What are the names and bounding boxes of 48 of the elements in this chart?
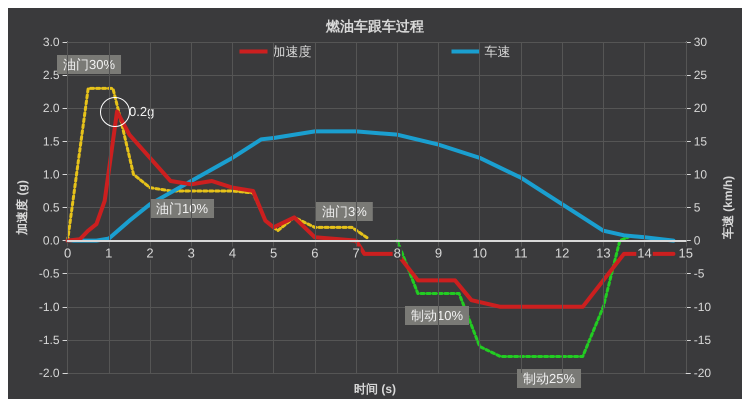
y2-tick-label: 5 — [694, 200, 701, 214]
x-tick-label: 3 — [188, 246, 195, 261]
x-tick-label: 7 — [352, 246, 360, 261]
y2-tick-label: -15 — [694, 332, 712, 347]
x-tick-label: 4 — [228, 246, 236, 261]
x-axis-title: 时间 (s) — [354, 382, 396, 396]
annotation: 制动25% — [523, 371, 576, 386]
y2-axis-title: 车速 (km/h) — [721, 176, 735, 240]
y2-tick-label: 20 — [694, 101, 708, 116]
y-tick-label: 2.5 — [42, 68, 60, 82]
y2-tick-label: -5 — [694, 266, 705, 281]
y2-tick-label: 25 — [694, 68, 708, 82]
y-axis-title: 加速度 (g) — [15, 180, 29, 236]
line-series — [396, 236, 630, 358]
x-tick-label: 6 — [311, 246, 318, 261]
legend-label: 车速 — [484, 44, 510, 59]
x-tick-label: 0 — [64, 246, 72, 261]
x-tick-label: 1 — [105, 246, 112, 261]
y-tick-label: 1.5 — [42, 134, 60, 148]
y2-tick-label: 15 — [694, 134, 708, 148]
annotation: 制动10% — [411, 308, 464, 323]
y2-tick-label: -20 — [694, 366, 712, 380]
y2-tick-label: 30 — [694, 35, 708, 49]
y-tick-label: 0.0 — [42, 234, 60, 248]
y2-tick-label: 10 — [694, 167, 708, 182]
x-tick-label: 2 — [146, 246, 154, 261]
y-tick-label: -1.5 — [38, 332, 60, 347]
y-tick-label: 0.5 — [42, 200, 60, 214]
chart-title: 燃油车跟车过程 — [325, 18, 424, 34]
annotation: 油门10% — [156, 201, 208, 216]
x-tick-label: 14 — [637, 246, 652, 261]
x-tick-label: 11 — [514, 246, 528, 261]
y-tick-label: 3.0 — [42, 35, 60, 49]
y-tick-label: -0.5 — [38, 266, 60, 281]
legend-label: 加速度 — [272, 44, 312, 59]
x-tick-label: 10 — [472, 246, 487, 261]
y2-tick-label: -10 — [694, 300, 712, 314]
x-tick-label: 9 — [434, 246, 442, 261]
x-tick-label: 5 — [270, 246, 278, 261]
x-tick-label: 12 — [554, 246, 570, 261]
y-tick-label: -2.0 — [38, 366, 60, 380]
y-tick-label: 1.0 — [42, 167, 60, 182]
annotation: 0.2g — [129, 104, 154, 119]
x-tick-label: 15 — [678, 246, 693, 261]
y-tick-label: -1.0 — [38, 300, 60, 314]
y2-tick-label: 0 — [694, 234, 701, 248]
x-tick-label: 13 — [596, 246, 611, 261]
y-tick-label: 2.0 — [42, 101, 60, 116]
